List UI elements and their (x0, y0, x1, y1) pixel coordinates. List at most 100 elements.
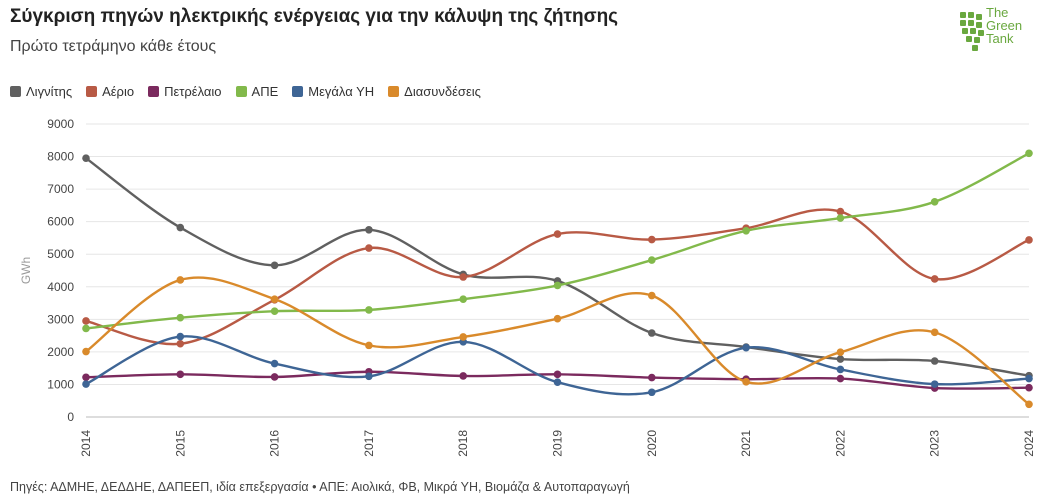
y-axis-label: GWh (19, 257, 33, 284)
series-5-point (176, 276, 185, 284)
legend-label: Μεγάλα ΥΗ (308, 84, 375, 99)
logo-text-green: Green (986, 18, 1023, 33)
series-4-point (553, 378, 562, 386)
series-3-line (85, 152, 1030, 330)
series-3-point (836, 214, 845, 222)
series-2-point (270, 373, 279, 381)
legend-swatch (10, 86, 21, 97)
logo-text-the: The (986, 5, 1009, 20)
series-5-point (270, 295, 279, 303)
series-2-point (553, 370, 562, 379)
series-5-point (742, 378, 750, 386)
x-tick-label: 2022 (833, 430, 847, 457)
y-tick-label: 9000 (47, 117, 74, 131)
series-2-point (648, 373, 656, 382)
x-tick-label: 2017 (362, 430, 376, 457)
legend-item: Πετρέλαιο (148, 84, 222, 99)
logo-text-tank: Tank (986, 31, 1014, 46)
series-1-point (836, 207, 845, 216)
x-tick-label: 2021 (739, 430, 753, 457)
y-tick-label: 6000 (47, 215, 74, 229)
y-tick-label: 5000 (47, 247, 74, 261)
series-0-point (270, 261, 279, 270)
series-3-point (648, 256, 656, 264)
legend-label: Διασυνδέσεις (404, 84, 481, 99)
series-5-point (930, 328, 939, 337)
series-0-point (930, 357, 939, 365)
legend-item: Μεγάλα ΥΗ (292, 84, 374, 99)
series-0-point (82, 154, 90, 162)
y-tick-label: 4000 (47, 280, 74, 294)
x-tick-label: 2020 (645, 430, 659, 457)
x-tick-label: 2023 (928, 430, 942, 457)
chart-subtitle: Πρώτο τετράμηνο κάθε έτους (10, 38, 217, 55)
series-0-point (648, 329, 656, 337)
series-4-point (365, 372, 373, 381)
series-5-line (85, 276, 1030, 406)
series-4-point (82, 380, 90, 388)
series-3-point (930, 198, 939, 206)
legend-item: Αέριο (86, 84, 134, 99)
series-3-point (742, 226, 750, 235)
series-1-point (459, 273, 468, 281)
series-4-point (176, 332, 185, 341)
y-tick-label: 2000 (47, 345, 74, 359)
legend-item: Λιγνίτης (10, 84, 72, 99)
green-tank-logo: The Green Tank (958, 6, 1038, 60)
series-1-point (648, 235, 656, 244)
legend-swatch (86, 86, 98, 97)
series-4-point (930, 380, 939, 388)
series-1-point (1025, 236, 1033, 244)
series-5-point (1025, 400, 1033, 409)
source-note: Πηγές: ΑΔΜΗΕ, ΔΕΔΔΗΕ, ΔΑΠΕΕΠ, ιδία επεξε… (10, 480, 630, 494)
series-1-point (176, 339, 185, 348)
legend-label: Λιγνίτης (26, 84, 73, 99)
series-3-point (82, 324, 90, 333)
logo-grid-icon (960, 12, 984, 51)
y-tick-label: 8000 (47, 150, 74, 164)
series-3-point (365, 306, 373, 314)
series-5-point (365, 341, 373, 350)
series-2-point (82, 373, 90, 382)
x-tick-label: 2024 (1022, 430, 1036, 457)
legend-item: Διασυνδέσεις (388, 84, 481, 99)
series-2-point (176, 370, 185, 379)
series-5-point (836, 348, 845, 357)
series-4-point (270, 359, 279, 368)
series-4-point (742, 343, 750, 352)
series-3-point (1025, 149, 1033, 158)
x-tick-label: 2018 (456, 430, 470, 457)
series-1-point (553, 230, 562, 238)
legend-label: ΑΠΕ (251, 84, 279, 99)
series-1-line (85, 208, 1030, 346)
legend-swatch (148, 86, 160, 97)
series-4-point (1025, 374, 1033, 383)
series-3-point (270, 307, 279, 315)
x-tick-label: 2016 (268, 430, 282, 457)
series-0-point (365, 226, 373, 234)
legend-label: Αέριο (102, 84, 135, 99)
series-1-point (365, 244, 373, 252)
series-4-point (836, 365, 845, 374)
series-3-point (553, 281, 562, 290)
legend-swatch (292, 86, 304, 97)
chart-legend: Λιγνίτης Αέριο Πετρέλαιο ΑΠΕ Μεγάλα ΥΗ Διασυν… (10, 84, 481, 99)
series-5-point (459, 333, 468, 341)
series-2-point (1025, 383, 1033, 392)
y-tick-label: 3000 (47, 312, 74, 326)
legend-label: Πετρέλαιο (164, 84, 222, 99)
chart-title: Σύγκριση πηγών ηλεκτρικής ενέργειας για … (10, 6, 619, 27)
legend-item: ΑΠΕ (235, 84, 279, 99)
legend-swatch (388, 86, 400, 97)
series-4-point (648, 388, 656, 397)
x-tick-label: 2014 (79, 430, 93, 457)
x-tick-label: 2019 (551, 430, 565, 457)
legend-swatch (235, 86, 247, 97)
series-2-point (459, 372, 468, 380)
series-0-point (836, 355, 845, 363)
series-0-point (176, 223, 185, 232)
series-1-point (82, 317, 90, 325)
series-5-point (648, 291, 656, 300)
series-5-point (82, 347, 90, 356)
series-0-line (85, 157, 1030, 377)
